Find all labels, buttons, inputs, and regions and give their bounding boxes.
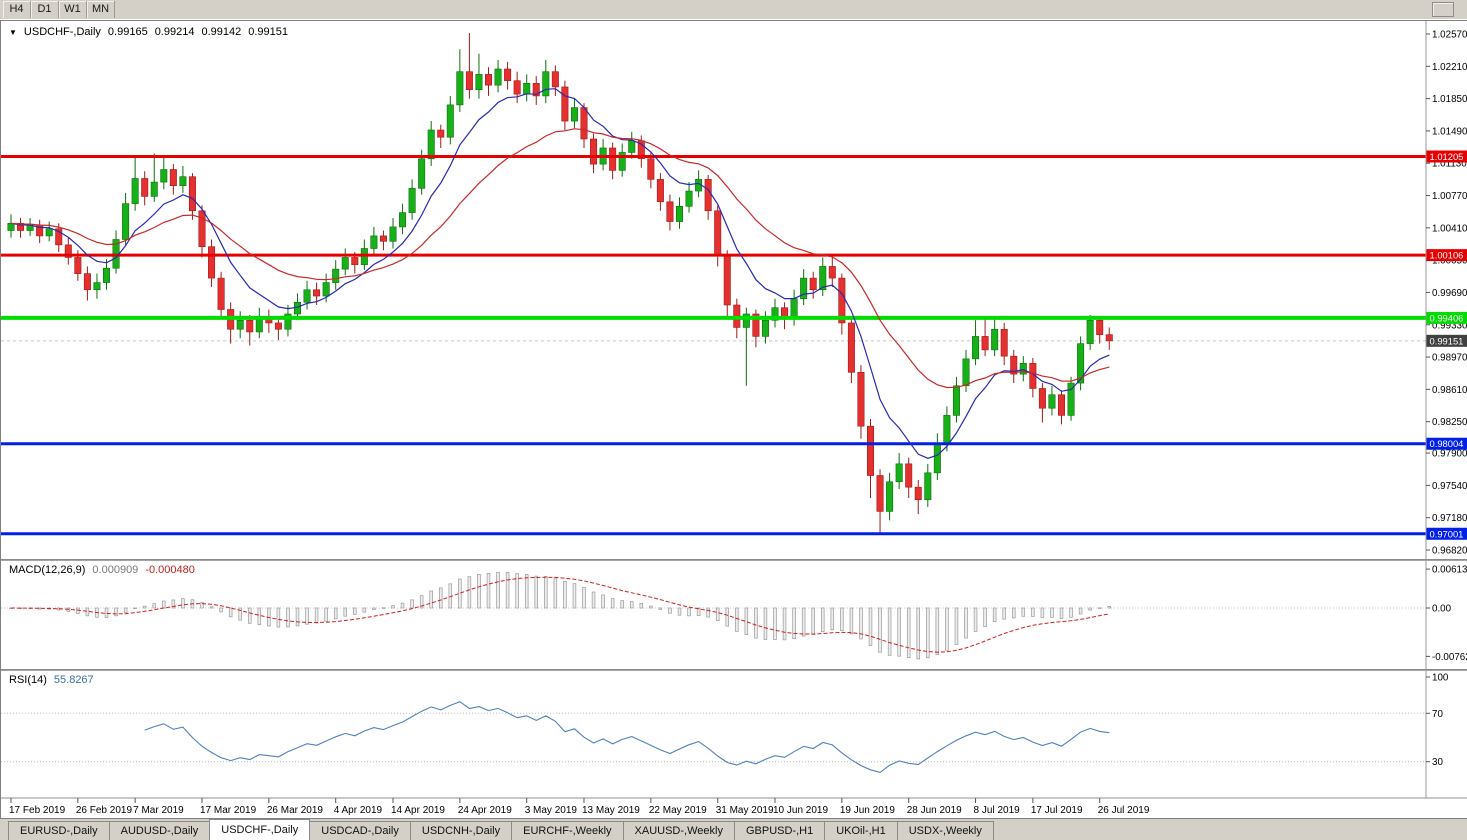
svg-text:4 Apr 2019: 4 Apr 2019 [334, 805, 383, 816]
chart-tab[interactable]: USDCAD-,Daily [309, 821, 411, 840]
svg-text:31 May 2019: 31 May 2019 [716, 805, 774, 816]
svg-text:0.99406: 0.99406 [1430, 312, 1464, 323]
price-tag-level: 1.00106 [1426, 249, 1467, 262]
chart-tab[interactable]: GBPUSD-,H1 [733, 821, 826, 840]
price-tag-level: 0.99406 [1426, 311, 1467, 324]
svg-text:0.97540: 0.97540 [1432, 481, 1467, 492]
svg-text:0.96820: 0.96820 [1432, 545, 1467, 556]
horizontal-level-lines[interactable] [1, 154, 1426, 536]
timeframe-button-w1[interactable]: W1 [59, 0, 87, 18]
chart-tab[interactable]: AUDUSD-,Daily [108, 821, 211, 840]
svg-text:1.01490: 1.01490 [1432, 126, 1467, 137]
chart-tab[interactable]: UKOil-,H1 [824, 821, 898, 840]
svg-text:17 Mar 2019: 17 Mar 2019 [200, 805, 257, 816]
svg-text:0.00613: 0.00613 [1432, 565, 1467, 576]
chart-tab[interactable]: EURCHF-,Weekly [511, 821, 624, 840]
rsi-panel: 100 70 30 [1, 673, 1449, 774]
svg-text:0.99690: 0.99690 [1432, 288, 1467, 299]
chart-tab[interactable]: XAUUSD-,Weekly [622, 821, 735, 840]
svg-text:30: 30 [1432, 757, 1443, 768]
chart-canvas[interactable]: 1.02570 1.02210 1.01850 1.01490 1.01130 1.007… [1, 21, 1467, 819]
timeframe-button-mn[interactable]: MN [87, 0, 115, 18]
svg-text:7 Mar 2019: 7 Mar 2019 [133, 805, 184, 816]
moving-averages [10, 88, 1110, 459]
chart-tab[interactable]: EURUSD-,Daily [8, 821, 110, 840]
price-tag-current: 0.99151 [1426, 334, 1467, 347]
chart-tabs-bar: EURUSD-,Daily AUDUSD-,Daily USDCHF-,Daily U… [0, 818, 1467, 840]
svg-text:17 Feb 2019: 17 Feb 2019 [9, 805, 66, 816]
svg-text:0.98970: 0.98970 [1432, 353, 1467, 364]
chart-window: 1.02570 1.02210 1.01850 1.01490 1.01130 1.007… [0, 20, 1467, 819]
svg-text:0.99330: 0.99330 [1432, 320, 1467, 331]
svg-text:0.98250: 0.98250 [1432, 417, 1467, 428]
price-axis[interactable]: 1.02570 1.02210 1.01850 1.01490 1.01130 1.007… [1425, 21, 1467, 798]
svg-text:1.01850: 1.01850 [1432, 94, 1467, 105]
price-tag-level: 0.97001 [1426, 527, 1467, 540]
macd-panel: 0.00613 0.00 -0.00762 [1, 565, 1467, 663]
svg-text:17 Jul 2019: 17 Jul 2019 [1031, 805, 1083, 816]
svg-text:0.00: 0.00 [1432, 604, 1452, 615]
svg-text:13 May 2019: 13 May 2019 [582, 805, 640, 816]
panel-separator-rsi[interactable] [1, 669, 1467, 671]
svg-text:1.02570: 1.02570 [1432, 30, 1467, 41]
svg-text:28 Jun 2019: 28 Jun 2019 [907, 805, 962, 816]
svg-text:24 Apr 2019: 24 Apr 2019 [458, 805, 512, 816]
svg-text:22 May 2019: 22 May 2019 [649, 805, 707, 816]
svg-text:-0.00762: -0.00762 [1432, 652, 1467, 663]
symbol-dropdown-icon[interactable]: ▼ [9, 27, 17, 37]
svg-text:1.02210: 1.02210 [1432, 62, 1467, 73]
toolbar-small-button[interactable] [1432, 2, 1454, 17]
timeframe-toolbar: H4 D1 W1 MN [0, 0, 1467, 20]
svg-text:0.97900: 0.97900 [1432, 449, 1467, 460]
price-tag-level: 1.01205 [1426, 150, 1467, 163]
svg-text:0.98610: 0.98610 [1432, 385, 1467, 396]
svg-text:0.97180: 0.97180 [1432, 513, 1467, 524]
svg-text:26 Feb 2019: 26 Feb 2019 [76, 805, 133, 816]
svg-text:3 May 2019: 3 May 2019 [525, 805, 578, 816]
chart-tab[interactable]: USDX-,Weekly [896, 821, 994, 840]
svg-text:0.99151: 0.99151 [1430, 335, 1464, 346]
svg-text:1.01130: 1.01130 [1432, 159, 1467, 170]
price-tag-level: 0.98004 [1426, 437, 1467, 450]
svg-text:1.00106: 1.00106 [1430, 250, 1464, 261]
svg-text:1.00770: 1.00770 [1432, 191, 1467, 202]
time-axis[interactable]: 17 Feb 2019 26 Feb 2019 7 Mar 2019 17 Mar 2… [1, 797, 1467, 816]
chart-tab[interactable]: USDCHF-,Daily [209, 819, 311, 840]
timeframe-toolbar-buttons: H4 D1 W1 MN [3, 0, 115, 19]
svg-text:8 Jul 2019: 8 Jul 2019 [974, 805, 1021, 816]
svg-text:0.97001: 0.97001 [1430, 528, 1464, 539]
svg-text:1.00050: 1.00050 [1432, 256, 1467, 267]
panel-separator-macd[interactable] [1, 559, 1467, 561]
svg-text:14 Apr 2019: 14 Apr 2019 [391, 805, 445, 816]
svg-text:70: 70 [1432, 709, 1443, 720]
svg-text:19 Jun 2019: 19 Jun 2019 [840, 805, 895, 816]
timeframe-button-d1[interactable]: D1 [31, 0, 59, 18]
svg-text:1.01205: 1.01205 [1430, 151, 1464, 162]
svg-text:26 Mar 2019: 26 Mar 2019 [267, 805, 324, 816]
svg-text:0.98004: 0.98004 [1430, 438, 1464, 449]
svg-text:10 Jun 2019: 10 Jun 2019 [773, 805, 828, 816]
svg-text:1.00410: 1.00410 [1432, 223, 1467, 234]
svg-text:26 Jul 2019: 26 Jul 2019 [1098, 805, 1150, 816]
timeframe-button-h4[interactable]: H4 [3, 0, 31, 18]
chart-tab[interactable]: USDCNH-,Daily [409, 821, 513, 840]
svg-text:100: 100 [1432, 673, 1449, 684]
